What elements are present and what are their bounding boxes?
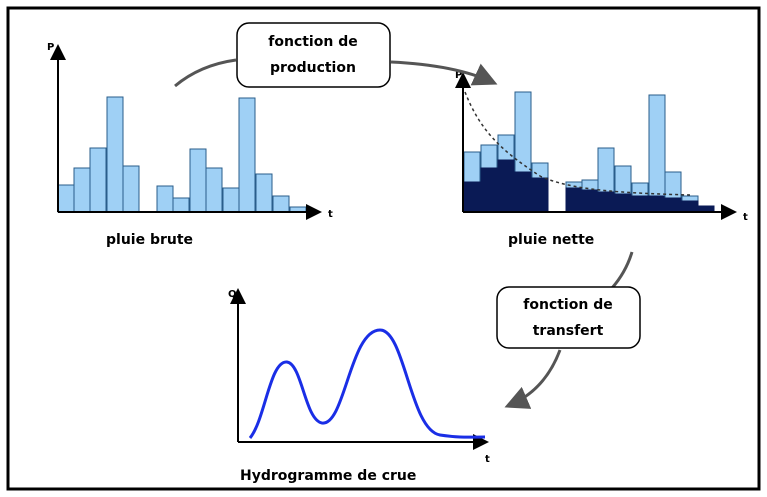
function-box xyxy=(496,286,641,349)
panel-label: Hydrogramme de crue xyxy=(240,468,416,484)
panel-label: pluie brute xyxy=(106,232,193,248)
rain-bar xyxy=(156,185,174,213)
arrow xyxy=(610,251,634,289)
axis-label: P xyxy=(455,70,462,81)
rain-bar xyxy=(205,167,223,213)
net-rain-bar xyxy=(497,159,515,213)
net-rain-bar xyxy=(531,177,549,213)
net-rain-bar xyxy=(614,193,632,213)
axis-label: t xyxy=(743,212,748,223)
rain-bar xyxy=(106,96,124,213)
axis-label: t xyxy=(485,454,490,465)
axis-label: Q xyxy=(228,289,237,300)
rain-bar xyxy=(238,97,256,213)
rain-bar xyxy=(172,197,190,213)
function-box xyxy=(236,22,391,88)
rain-bar xyxy=(255,173,273,213)
loss-curve xyxy=(464,91,691,196)
function-label: fonction de xyxy=(523,297,612,313)
panel-label: pluie nette xyxy=(508,232,594,248)
rain-bar xyxy=(57,184,75,213)
arrow xyxy=(174,58,237,88)
net-rain-bar xyxy=(480,167,498,213)
rain-bar xyxy=(89,147,107,213)
arrow xyxy=(390,60,498,86)
net-rain-bar xyxy=(463,181,481,213)
panel-raw-rain xyxy=(57,96,307,213)
rain-bar xyxy=(222,187,240,213)
net-rain-bar xyxy=(514,171,532,213)
net-rain-bar xyxy=(631,195,649,213)
frame xyxy=(6,6,761,491)
arrow xyxy=(504,349,562,409)
net-rain-bar xyxy=(664,197,682,213)
rain-bar xyxy=(189,148,207,213)
rain-bar xyxy=(122,165,140,213)
axis-label: t xyxy=(328,209,333,220)
net-rain-bar xyxy=(565,187,583,213)
function-label: fonction de xyxy=(268,34,357,50)
net-rain-bar xyxy=(597,191,615,213)
rain-bar xyxy=(272,195,290,213)
axis-label: P xyxy=(47,42,54,53)
function-label: production xyxy=(270,60,356,76)
rain-bar xyxy=(73,167,91,213)
hydrograph-curve xyxy=(248,328,486,439)
net-rain-bar xyxy=(648,195,666,213)
net-rain-bar xyxy=(681,200,699,213)
panel-net-rain xyxy=(463,91,715,213)
function-label: transfert xyxy=(533,323,604,339)
net-rain-bar xyxy=(581,189,599,213)
